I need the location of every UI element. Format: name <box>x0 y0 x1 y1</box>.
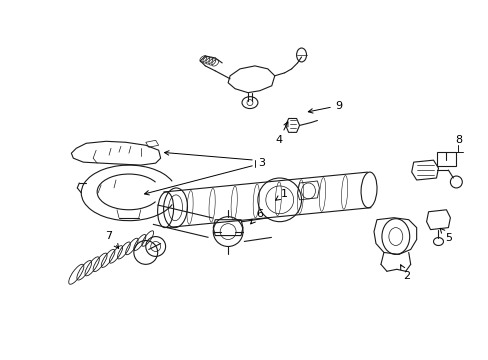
Text: 2: 2 <box>400 265 409 281</box>
Text: 3: 3 <box>257 158 264 168</box>
Text: 8: 8 <box>454 135 461 145</box>
Text: 1: 1 <box>275 189 287 200</box>
Text: 5: 5 <box>439 228 451 243</box>
Text: 4: 4 <box>275 122 287 145</box>
Bar <box>436 152 455 166</box>
Text: 9: 9 <box>308 100 342 113</box>
Text: 6: 6 <box>250 209 263 224</box>
Text: 7: 7 <box>105 230 119 248</box>
